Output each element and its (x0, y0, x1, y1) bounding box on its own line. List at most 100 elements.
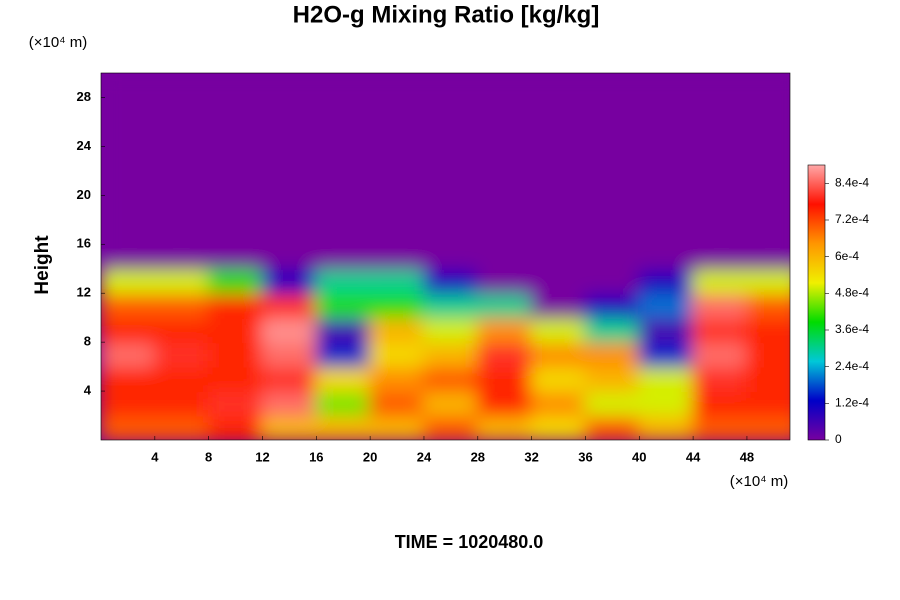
cell (692, 341, 748, 368)
cell (476, 414, 533, 440)
cell (261, 316, 318, 344)
cell (476, 96, 533, 123)
cell (584, 292, 641, 319)
y-tick-label: 24 (77, 138, 92, 153)
cell (369, 218, 425, 246)
colorbar-tick-label: 2.4e-4 (835, 359, 869, 373)
cell (207, 218, 264, 246)
cell (745, 341, 790, 368)
cell (584, 145, 641, 172)
cell (692, 292, 748, 319)
cell (584, 243, 641, 270)
cell (315, 316, 372, 344)
cell (422, 218, 479, 246)
cell (476, 120, 533, 148)
y-axis-label: Height (32, 235, 53, 295)
cell (476, 145, 533, 172)
cell (153, 414, 210, 440)
cell (422, 96, 479, 123)
cell (745, 120, 790, 148)
x-tick-label: 40 (632, 449, 646, 464)
cell (422, 120, 479, 148)
cell (692, 267, 748, 295)
cell (530, 73, 587, 99)
cell (315, 96, 372, 123)
cell (638, 390, 695, 417)
cell (153, 218, 210, 246)
cell (153, 73, 210, 99)
cell (101, 169, 156, 197)
cell (315, 414, 372, 440)
cell (153, 390, 210, 417)
cell (261, 292, 318, 319)
cell (745, 267, 790, 295)
cell (153, 145, 210, 172)
cell (530, 218, 587, 246)
cell (745, 96, 790, 123)
cell (315, 145, 372, 172)
cell (692, 169, 748, 197)
cell (207, 267, 264, 295)
cell (101, 341, 156, 368)
cell (476, 316, 533, 344)
cell (638, 243, 695, 270)
cell (476, 243, 533, 270)
cell (530, 316, 587, 344)
cell (101, 316, 156, 344)
x-tick-label: 36 (578, 449, 592, 464)
cell (101, 243, 156, 270)
cell (153, 169, 210, 197)
cell (422, 267, 479, 295)
cell (530, 169, 587, 197)
cell (692, 390, 748, 417)
cell (745, 414, 790, 440)
cell (101, 414, 156, 440)
cell (261, 218, 318, 246)
cell (692, 414, 748, 440)
cell (369, 145, 425, 172)
cell (207, 169, 264, 197)
cell (530, 414, 587, 440)
cell (584, 390, 641, 417)
cell (153, 194, 210, 221)
cell (745, 390, 790, 417)
cell (101, 365, 156, 393)
time-label: TIME = 1020480.0 (395, 532, 544, 552)
cell (584, 120, 641, 148)
cell (422, 243, 479, 270)
cells (101, 73, 790, 440)
cell (207, 316, 264, 344)
cell (584, 414, 641, 440)
cell (584, 218, 641, 246)
cell (476, 73, 533, 99)
cell (476, 218, 533, 246)
y-tick-label: 4 (84, 383, 92, 398)
cell (745, 169, 790, 197)
cell (101, 267, 156, 295)
cell (261, 414, 318, 440)
cell (261, 243, 318, 270)
cell (422, 341, 479, 368)
chart-title: H2O-g Mixing Ratio [kg/kg] (293, 1, 600, 28)
cell (584, 267, 641, 295)
cell (101, 120, 156, 148)
cell (153, 243, 210, 270)
y-tick-label: 12 (77, 285, 91, 300)
cell (638, 316, 695, 344)
cell (530, 365, 587, 393)
field (101, 73, 790, 440)
cell (476, 341, 533, 368)
cell (476, 390, 533, 417)
cell (692, 73, 748, 99)
cell (692, 243, 748, 270)
cell (369, 194, 425, 221)
cell (101, 145, 156, 172)
cell (369, 243, 425, 270)
cell (369, 169, 425, 197)
cell (745, 73, 790, 99)
x-tick-label: 20 (363, 449, 377, 464)
cell (207, 341, 264, 368)
cell (315, 243, 372, 270)
cell (369, 341, 425, 368)
